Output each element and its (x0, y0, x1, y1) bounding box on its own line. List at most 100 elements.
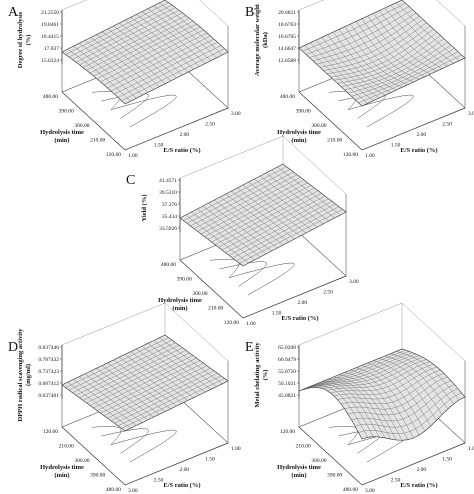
z-axis-label-line: Average molecular weight (254, 3, 261, 76)
x-tick-label: 300.00 (74, 458, 89, 464)
z-axis-label: Degree of hydrolysis(%) (17, 11, 32, 68)
z-axis-label: Metal chelating activity(%) (254, 342, 269, 408)
z-tick-label: 17.037 (44, 46, 59, 52)
floor-frame (179, 259, 347, 319)
floor-contour (101, 428, 149, 454)
x-axis-label-line: Hydrolysis time (277, 464, 321, 471)
floor-contour (347, 94, 414, 128)
z-tick-label: 41.4571 (159, 178, 177, 184)
surface-mesh (401, 348, 466, 398)
x-tick-label: 120.00 (343, 152, 358, 158)
y-tick-label: 3.00 (365, 488, 375, 494)
z-tick-label: 0.637401 (38, 393, 59, 399)
surface-mesh (124, 380, 229, 432)
y-tick-label: 2.00 (417, 132, 427, 138)
z-tick-label: 50.1021 (278, 381, 296, 387)
panel-letter: A (8, 5, 19, 20)
x-tick-label: 480.00 (43, 94, 58, 100)
x-axis-label-line: (min) (172, 305, 187, 312)
y-tick-label: 2.00 (180, 467, 190, 473)
panel: B 12.6588 14.6647 16.6705 18.6763 20.6821 Aver… (245, 0, 474, 159)
floor-frame (61, 426, 229, 486)
z-tick-label: 65.0208 (278, 345, 296, 351)
y-axis-label: E/S ratio (%) (400, 147, 437, 154)
y-axis-label: E/S ratio (%) (281, 315, 318, 322)
surface-mesh (396, 351, 460, 401)
z-tick-label: 45.0821 (278, 393, 296, 399)
y-tick-label: 3.00 (468, 111, 474, 117)
x-tick-label: 210.00 (90, 138, 105, 144)
z-tick-label: 60.0479 (278, 357, 296, 363)
z-tick-label: 55.0750 (278, 369, 296, 375)
z-axis-label-line: Degree of hydrolysis (17, 11, 24, 68)
surface-mesh (124, 51, 229, 105)
floor-frame (298, 91, 466, 151)
x-axis-label-line: Hydrolysis time (158, 297, 202, 304)
surface-mesh (265, 172, 329, 222)
x-axis-label: Hydrolysis time (min) (40, 129, 84, 144)
surface-mesh (361, 57, 466, 107)
surface-mesh (159, 337, 223, 384)
z-tick-label: 12.6588 (278, 58, 296, 64)
z-tick-label: 33.5926 (159, 226, 177, 232)
y-tick-label: 3.00 (349, 279, 359, 285)
x-tick-label: 390.00 (90, 473, 105, 479)
y-tick-label: 2.50 (442, 122, 452, 128)
y-axis-label: E/S ratio (%) (163, 482, 200, 489)
x-axis-label-line: (min) (54, 137, 69, 144)
z-tick-label: 16.6705 (278, 34, 296, 40)
x-tick-label: 480.00 (161, 262, 176, 268)
floor-contour (92, 426, 122, 445)
x-axis-label: Hydrolysis time (min) (40, 464, 84, 479)
surface-mesh (153, 5, 217, 58)
surface-mesh (358, 54, 462, 103)
z-tick-label: 14.6647 (278, 46, 296, 52)
z-tick-label: 18.4415 (41, 34, 59, 40)
y-tick-label: 2.50 (323, 290, 333, 296)
surface-mesh (147, 343, 211, 390)
z-tick-label: 35.434 (162, 214, 177, 220)
z-axis-label-line: (%) (262, 370, 269, 381)
x-tick-label: 390.00 (177, 277, 192, 283)
x-tick-label: 390.00 (327, 473, 342, 479)
y-tick-label: 2.00 (180, 132, 190, 138)
x-axis-label: Hydrolysis time (min) (277, 464, 321, 479)
floor-frame (298, 426, 466, 486)
floor-contour (110, 94, 177, 128)
y-tick-label: 2.50 (391, 478, 401, 484)
x-tick-label: 390.00 (59, 109, 74, 115)
surface-mesh (121, 48, 225, 101)
x-tick-label: 300.00 (311, 123, 326, 129)
surface-mesh (242, 211, 347, 267)
surface-mesh (153, 340, 217, 387)
x-tick-label: 120.00 (106, 152, 121, 158)
surface-mesh (390, 5, 454, 64)
z-tick-label: 21.2550 (41, 10, 59, 16)
z-tick-label: 0.687412 (38, 381, 59, 387)
y-tick-label: 1.50 (154, 143, 164, 149)
y-tick-label: 1.50 (442, 457, 452, 463)
x-axis-label-line: (min) (291, 472, 306, 479)
y-axis-label: E/S ratio (%) (163, 147, 200, 154)
surface-mesh (361, 396, 466, 441)
surface (298, 348, 466, 441)
x-axis-label: Hydrolysis time (min) (158, 297, 202, 312)
x-tick-label: 210.00 (327, 138, 342, 144)
y-tick-label: 1.00 (365, 153, 375, 159)
x-tick-label: 300.00 (192, 291, 207, 297)
z-axis-label-line: Yield (%) (141, 194, 148, 221)
surface-mesh (117, 45, 222, 98)
y-axis-label: E/S ratio (%) (400, 482, 437, 489)
z-tick-label: 18.6763 (278, 22, 296, 28)
x-tick-label: 120.00 (280, 429, 295, 435)
x-axis-label-line: (min) (54, 472, 69, 479)
z-tick-label: 0.787432 (38, 357, 59, 363)
surface-mesh (354, 388, 459, 428)
panel: D 0.637401 0.687412 0.737423 0.787432 0.83744… (8, 302, 241, 494)
y-tick-label: 3.00 (128, 488, 138, 494)
surface-mesh (271, 169, 335, 219)
z-axis-label-line: (mg/ml) (25, 364, 32, 386)
y-tick-label: 2.50 (205, 122, 215, 128)
z-tick-label: 0.837446 (38, 345, 59, 351)
x-axis-label-line: (min) (291, 137, 306, 144)
